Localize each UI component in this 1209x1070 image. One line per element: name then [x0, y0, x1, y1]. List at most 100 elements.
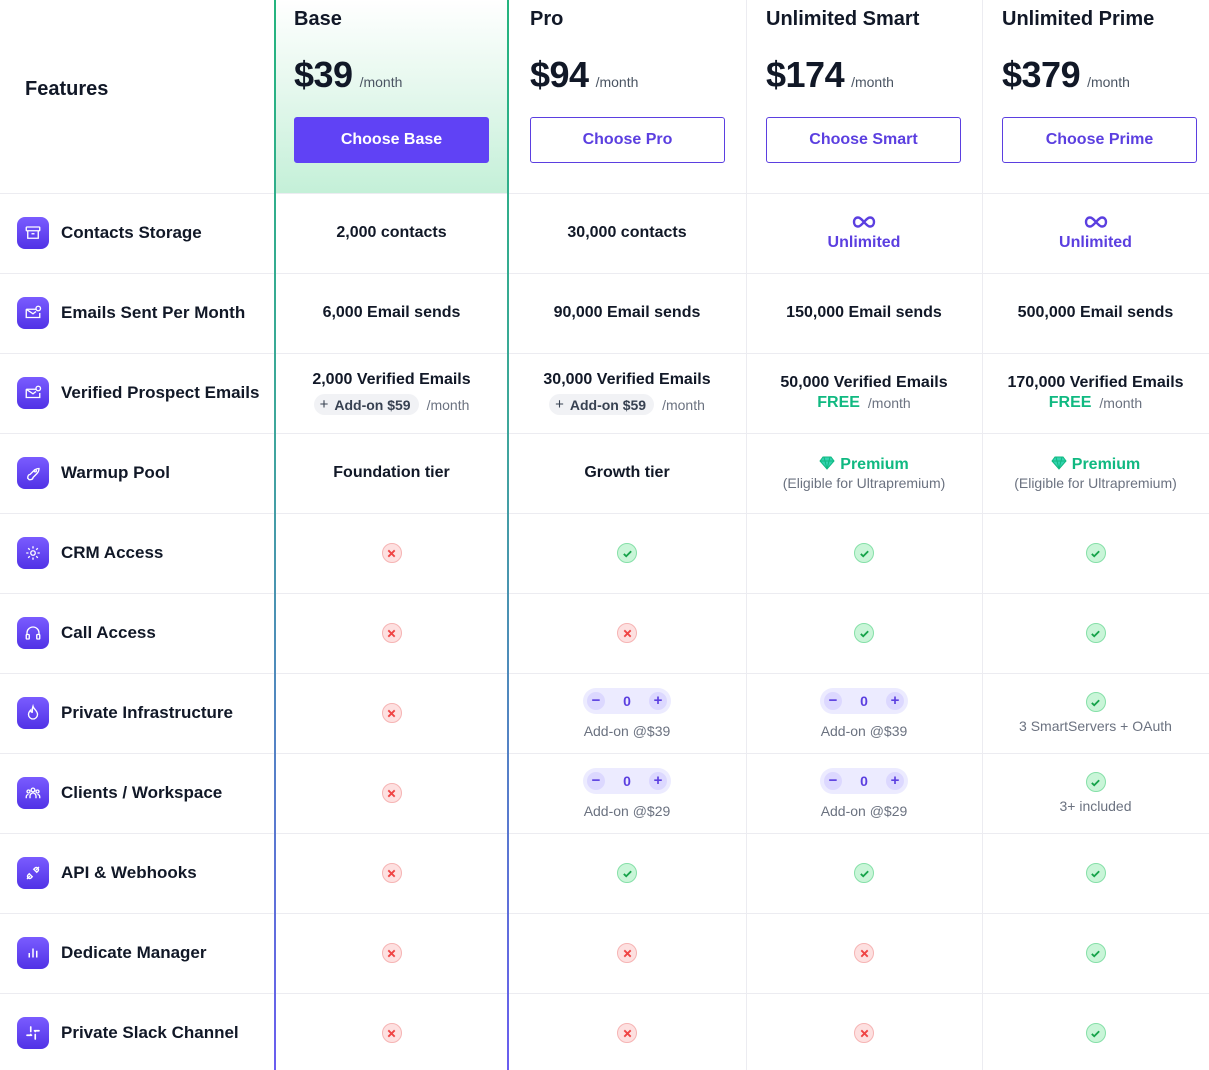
- increment-button[interactable]: +: [648, 771, 667, 790]
- column-divider: [746, 0, 747, 1070]
- warmup-pro: Growth tier: [508, 433, 746, 513]
- manager-base: [275, 913, 508, 993]
- manager-prime: [982, 913, 1209, 993]
- free-unit: /month: [1099, 395, 1143, 411]
- stepper-value: 0: [860, 772, 868, 789]
- infra-prime: 3 SmartServers + OAuth: [982, 673, 1209, 753]
- addon-button[interactable]: + Add-on $59: [313, 394, 419, 415]
- contacts-smart: Unlimited: [746, 193, 982, 273]
- crm-prime: [982, 513, 1209, 593]
- rocket-icon: [17, 457, 49, 489]
- decrement-button[interactable]: −: [824, 691, 842, 710]
- cell-value: 170,000 Verified Emails: [1007, 374, 1184, 391]
- stepper-value: 0: [623, 692, 631, 709]
- free-label: FREE: [817, 394, 860, 411]
- increment-button[interactable]: +: [885, 691, 904, 710]
- cell-value: 50,000 Verified Emails: [780, 374, 948, 391]
- addon-label: Add-on $59: [334, 396, 411, 413]
- choose-pro-button[interactable]: Choose Pro: [530, 117, 725, 163]
- contacts-base: 2,000 contacts: [275, 193, 508, 273]
- cross-icon: [854, 1023, 874, 1043]
- free-row: FREE /month: [1049, 394, 1142, 412]
- premium-note: (Eligible for Ultrapremium): [782, 474, 946, 491]
- check-icon: [854, 543, 874, 563]
- diamond-icon: [1051, 456, 1067, 475]
- headset-icon: [17, 617, 49, 649]
- emails-sent-base: 6,000 Email sends: [275, 273, 508, 353]
- stepper-value: 0: [860, 692, 868, 709]
- addon-row: + Add-on $59 /month: [549, 394, 705, 415]
- api-smart: [746, 833, 982, 913]
- plus-icon: +: [555, 396, 564, 413]
- premium-label: Premium: [819, 456, 909, 475]
- verified-prime: 170,000 Verified Emails FREE /month: [982, 353, 1209, 433]
- verified-base: 2,000 Verified Emails + Add-on $59 /month: [275, 353, 508, 433]
- plan-price-smart: $174 /month: [766, 54, 894, 96]
- addon-note: Add-on @$29: [820, 802, 908, 819]
- addon-note: Add-on @$39: [820, 722, 908, 739]
- feature-label: Private Slack Channel: [61, 1023, 239, 1042]
- row-divider: [0, 353, 1209, 354]
- infinity-icon: [852, 215, 876, 234]
- archive-box-icon: [17, 217, 49, 249]
- choose-smart-button[interactable]: Choose Smart: [766, 117, 961, 163]
- free-unit: /month: [867, 395, 911, 411]
- feature-dedicate-manager: Dedicate Manager: [0, 913, 275, 993]
- plan-name-pro: Pro: [530, 8, 564, 30]
- bar-chart-icon: [17, 937, 49, 969]
- free-row: FREE /month: [817, 394, 910, 412]
- addon-note: Add-on @$39: [583, 722, 671, 739]
- contacts-prime: Unlimited: [982, 193, 1209, 273]
- decrement-button[interactable]: −: [824, 771, 842, 790]
- increment-button[interactable]: +: [648, 691, 667, 710]
- feature-private-slack-channel: Private Slack Channel: [0, 993, 275, 1070]
- check-icon: [1085, 543, 1106, 563]
- feature-label: Private Infrastructure: [61, 703, 233, 722]
- addon-label: Add-on $59: [569, 396, 647, 413]
- plan-price-base: $39 /month: [294, 54, 402, 96]
- mail-check-icon: [17, 297, 49, 329]
- clients-prime: 3+ included: [982, 753, 1209, 833]
- slack-pro: [508, 993, 746, 1070]
- plan-name-prime: Unlimited Prime: [1002, 8, 1155, 30]
- verified-pro: 30,000 Verified Emails + Add-on $59 /mont…: [508, 353, 746, 433]
- price-amount: $174: [766, 54, 845, 95]
- crm-pro: [508, 513, 746, 593]
- api-base: [275, 833, 508, 913]
- addon-button[interactable]: + Add-on $59: [549, 394, 655, 415]
- check-icon: [1085, 863, 1106, 883]
- choose-prime-button[interactable]: Choose Prime: [1002, 117, 1197, 163]
- cell-value: 30,000 contacts: [567, 224, 687, 241]
- infinity-icon: [1084, 215, 1108, 234]
- cell-value: 6,000 Email sends: [322, 304, 461, 321]
- cell-value: Foundation tier: [333, 464, 450, 481]
- contacts-pro: 30,000 contacts: [508, 193, 746, 273]
- premium-note: (Eligible for Ultrapremium): [1014, 474, 1177, 491]
- feature-label: Contacts Storage: [61, 223, 202, 242]
- decrement-button[interactable]: −: [587, 771, 605, 790]
- quantity-stepper: − 0 +: [820, 687, 908, 714]
- price-amount: $379: [1002, 54, 1081, 95]
- cell-value: Growth tier: [584, 464, 670, 481]
- cell-value: 90,000 Email sends: [553, 304, 701, 321]
- warmup-base: Foundation tier: [275, 433, 508, 513]
- feature-label: Clients / Workspace: [61, 783, 223, 802]
- increment-button[interactable]: +: [885, 771, 904, 790]
- row-divider: [0, 513, 1209, 514]
- premium-text: Premium: [840, 456, 909, 473]
- choose-base-button[interactable]: Choose Base: [294, 117, 489, 163]
- flame-icon: [17, 697, 49, 729]
- cell-value: 2,000 contacts: [336, 224, 447, 241]
- users-icon: [17, 777, 49, 809]
- call-prime: [982, 593, 1209, 673]
- cross-icon: [854, 943, 874, 963]
- cross-icon: [381, 943, 402, 963]
- cross-icon: [617, 943, 637, 963]
- call-pro: [508, 593, 746, 673]
- cross-icon: [617, 623, 637, 643]
- addon-note: Add-on @$29: [583, 802, 671, 819]
- plan-price-prime: $379 /month: [1002, 54, 1130, 96]
- cell-value: 30,000 Verified Emails: [543, 371, 711, 388]
- feature-label: CRM Access: [61, 543, 164, 562]
- decrement-button[interactable]: −: [587, 691, 605, 710]
